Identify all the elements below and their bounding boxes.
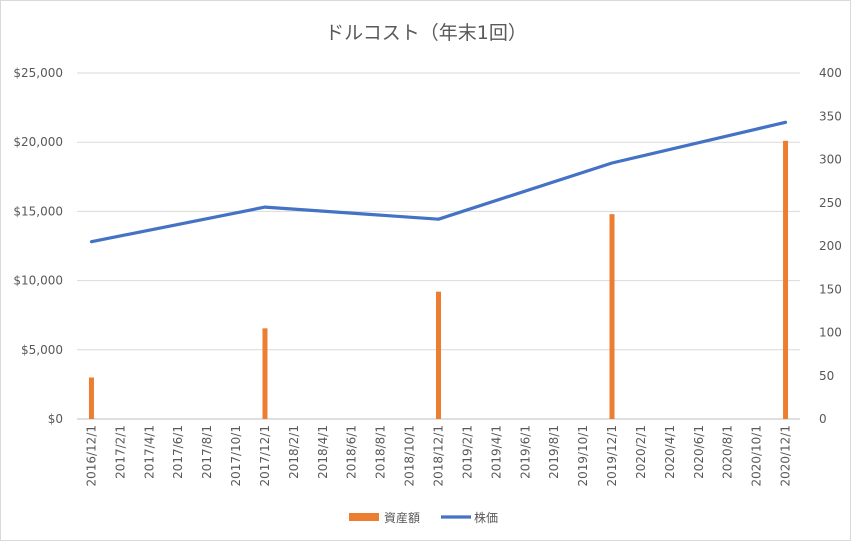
left-axis: $0 $5,000 $10,000 $15,000 $20,000 $25,000 <box>13 66 63 426</box>
line-price <box>89 120 788 244</box>
x-tick-label: 2020/8/1 <box>721 425 735 479</box>
left-tick-label: $10,000 <box>13 274 63 288</box>
x-axis: 2016/12/1 2017/2/1 2017/4/1 2017/6/1 2017/8/… <box>84 425 792 487</box>
legend-swatch-asset <box>349 513 379 521</box>
x-tick-label: 2020/10/1 <box>750 425 764 487</box>
x-tick-label: 2019/8/1 <box>547 425 561 479</box>
x-tick-label: 2019/4/1 <box>489 425 503 479</box>
x-tick-label: 2018/4/1 <box>316 425 330 479</box>
x-tick-label: 2018/6/1 <box>345 425 359 479</box>
bar-asset <box>262 328 268 419</box>
x-tick-label: 2018/2/1 <box>287 425 301 479</box>
x-tick-label: 2017/10/1 <box>229 425 243 487</box>
right-tick-label: 150 <box>819 282 842 296</box>
left-tick-label: $25,000 <box>13 66 63 80</box>
x-tick-label: 2020/6/1 <box>692 425 706 479</box>
x-tick-label: 2019/12/1 <box>605 425 619 487</box>
right-tick-label: 300 <box>819 153 842 167</box>
x-tick-label: 2017/8/1 <box>200 425 214 479</box>
x-tick-label: 2016/12/1 <box>84 425 98 487</box>
left-tick-label: $5,000 <box>21 343 63 357</box>
right-tick-label: 0 <box>819 412 827 426</box>
right-tick-label: 250 <box>819 196 842 210</box>
x-tick-label: 2017/2/1 <box>113 425 127 479</box>
x-tick-label: 2017/4/1 <box>142 425 156 479</box>
x-tick-label: 2019/10/1 <box>576 425 590 487</box>
x-tick-label: 2017/12/1 <box>258 425 272 487</box>
bar-asset <box>609 214 615 419</box>
x-tick-label: 2017/6/1 <box>171 425 185 479</box>
right-tick-label: 100 <box>819 326 842 340</box>
right-axis: 0 50 100 150 200 250 300 350 400 <box>819 66 842 426</box>
x-tick-label: 2019/6/1 <box>518 425 532 479</box>
x-tick-label: 2020/12/1 <box>779 425 793 487</box>
line-series-price <box>89 120 788 244</box>
right-tick-label: 50 <box>819 369 834 383</box>
x-tick-label: 2020/2/1 <box>634 425 648 479</box>
right-tick-label: 200 <box>819 239 842 253</box>
x-tick-label: 2020/4/1 <box>663 425 677 479</box>
bar-asset <box>88 377 94 419</box>
x-tick-label: 2019/2/1 <box>460 425 474 479</box>
left-tick-label: $20,000 <box>13 135 63 149</box>
left-tick-label: $0 <box>48 412 63 426</box>
bar-series-asset <box>88 140 789 420</box>
x-tick-label: 2018/8/1 <box>374 425 388 479</box>
bar-asset <box>783 140 789 420</box>
legend-label-asset: 資産額 <box>384 510 420 525</box>
right-tick-label: 350 <box>819 109 842 123</box>
gridlines <box>77 72 800 420</box>
x-tick-label: 2018/10/1 <box>403 425 417 487</box>
right-tick-label: 400 <box>819 66 842 80</box>
left-tick-label: $15,000 <box>13 204 63 218</box>
legend-label-price: 株価 <box>474 510 498 525</box>
chart-title: ドルコスト（年末1回） <box>325 22 527 44</box>
legend: 資産額 株価 <box>349 510 498 525</box>
x-tick-label: 2018/12/1 <box>432 425 446 487</box>
bar-asset <box>436 291 441 419</box>
